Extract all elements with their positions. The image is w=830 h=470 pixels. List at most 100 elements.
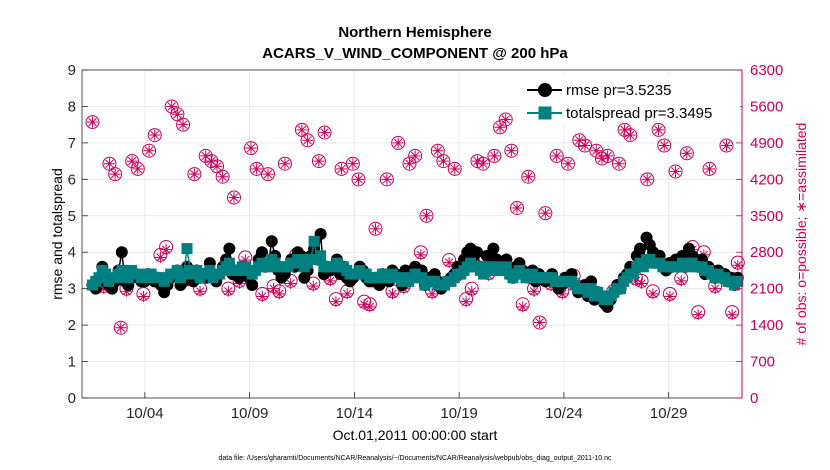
obs-assimilated-point <box>336 163 348 175</box>
totalspread-point <box>500 261 512 273</box>
obs-assimilated-point <box>302 134 314 146</box>
obs-assimilated-point <box>386 288 398 300</box>
obs-assimilated-point <box>409 150 421 162</box>
obs-possible-point <box>198 148 213 163</box>
asterisk-stroke <box>212 162 222 171</box>
asterisk-stroke <box>637 279 646 288</box>
obs-possible-point <box>493 120 508 135</box>
asterisk-stroke <box>388 289 397 299</box>
asterisk-stroke <box>382 175 392 184</box>
obs-assimilated-point <box>403 158 415 170</box>
totalspread-point <box>171 264 183 276</box>
asterisk-stroke <box>444 258 454 267</box>
asterisk-stroke <box>478 159 488 168</box>
asterisk-stroke <box>592 146 601 155</box>
obs-assimilated-point <box>647 288 659 300</box>
asterisk-stroke <box>161 245 171 254</box>
obs-assimilated-point <box>720 139 732 151</box>
asterisk-stroke <box>314 156 324 166</box>
obs-assimilated-point <box>296 124 308 136</box>
totalspread-point <box>628 268 640 280</box>
asterisk-stroke <box>105 159 114 168</box>
asterisk-stroke <box>682 149 692 158</box>
obs-assimilated-point <box>494 121 506 133</box>
asterisk-stroke <box>173 110 182 119</box>
obs-assimilated-point <box>330 296 342 308</box>
obs-possible-point <box>300 133 315 148</box>
data-file-footnote: data file: /Users/gharamti/Documents/NCA… <box>218 455 612 462</box>
obs-possible-point <box>317 125 332 140</box>
asterisk-stroke <box>320 128 329 137</box>
asterisk-stroke <box>660 141 669 150</box>
obs-assimilated-point <box>103 158 115 170</box>
totalspread-point <box>416 272 428 284</box>
asterisk-stroke <box>365 302 375 312</box>
obs-assimilated-point <box>217 171 229 183</box>
totalspread-point <box>122 272 134 284</box>
totalspread-point <box>116 264 128 276</box>
obs-assimilated-point <box>528 285 540 297</box>
obs-possible-point <box>679 146 694 161</box>
asterisk-stroke <box>422 211 431 220</box>
asterisk-stroke <box>461 297 471 306</box>
asterisk-stroke <box>518 302 527 312</box>
asterisk-stroke <box>246 143 256 153</box>
obs-possible-point <box>402 156 417 171</box>
asterisk-stroke <box>195 287 205 296</box>
obs-possible-point <box>368 221 383 236</box>
obs-assimilated-point <box>488 150 500 162</box>
asterisk-stroke <box>473 156 482 166</box>
asterisk-stroke <box>371 224 380 233</box>
obs-possible-point <box>510 200 525 215</box>
obs-assimilated-point <box>319 126 331 138</box>
legend-box <box>520 75 740 123</box>
obs-possible-point <box>345 156 360 171</box>
obs-assimilated-point <box>505 145 517 157</box>
obs-assimilated-point <box>624 129 636 141</box>
obs-possible-point <box>538 206 553 221</box>
obs-possible-point <box>419 208 434 223</box>
y-left-tick-label: 3 <box>68 281 76 298</box>
obs-assimilated-point <box>273 288 285 300</box>
legend: rmse pr=3.5235 totalspread pr=3.3495 <box>520 75 740 123</box>
asterisk-stroke <box>416 250 426 260</box>
obs-assimilated-point <box>579 139 591 151</box>
asterisk-stroke <box>626 130 635 140</box>
obs-assimilated-point <box>636 277 648 289</box>
x-tick-label: 10/24 <box>545 405 583 422</box>
obs-possible-point <box>668 164 683 179</box>
asterisk-stroke <box>563 159 573 168</box>
totalspread-point <box>315 250 327 262</box>
asterisk-stroke <box>303 136 312 145</box>
obs-assimilated-point <box>115 322 127 334</box>
obs-assimilated-point <box>426 288 438 300</box>
obs-possible-point <box>334 161 349 176</box>
asterisk-stroke <box>286 279 295 288</box>
obs-assimilated-point <box>171 108 183 120</box>
asterisk-stroke <box>512 203 522 213</box>
totalspread-point <box>478 268 490 280</box>
asterisk-stroke <box>190 169 199 179</box>
obs-possible-point <box>277 156 292 171</box>
obs-assimilated-point <box>732 259 744 271</box>
asterisk-stroke <box>252 164 261 174</box>
asterisk-stroke <box>167 102 176 111</box>
obs-assimilated-point <box>443 257 455 269</box>
obs-assimilated-point <box>160 244 172 256</box>
obs-assimilated-point <box>551 150 563 162</box>
asterisk-stroke <box>620 125 629 135</box>
y-right-tick-label: 6300 <box>750 62 783 79</box>
totalspread-point <box>308 235 320 247</box>
y-left-tick-label: 8 <box>68 98 76 115</box>
asterisk-stroke <box>207 156 216 166</box>
obs-assimilated-point <box>194 285 206 297</box>
asterisk-stroke <box>359 300 369 309</box>
asterisk-stroke <box>427 289 437 299</box>
asterisk-stroke <box>727 310 737 319</box>
obs-possible-point <box>577 138 592 153</box>
y-left-tick-label: 4 <box>68 244 76 261</box>
asterisk-stroke <box>603 151 612 161</box>
asterisk-stroke <box>269 284 278 293</box>
plot-area <box>82 70 742 398</box>
